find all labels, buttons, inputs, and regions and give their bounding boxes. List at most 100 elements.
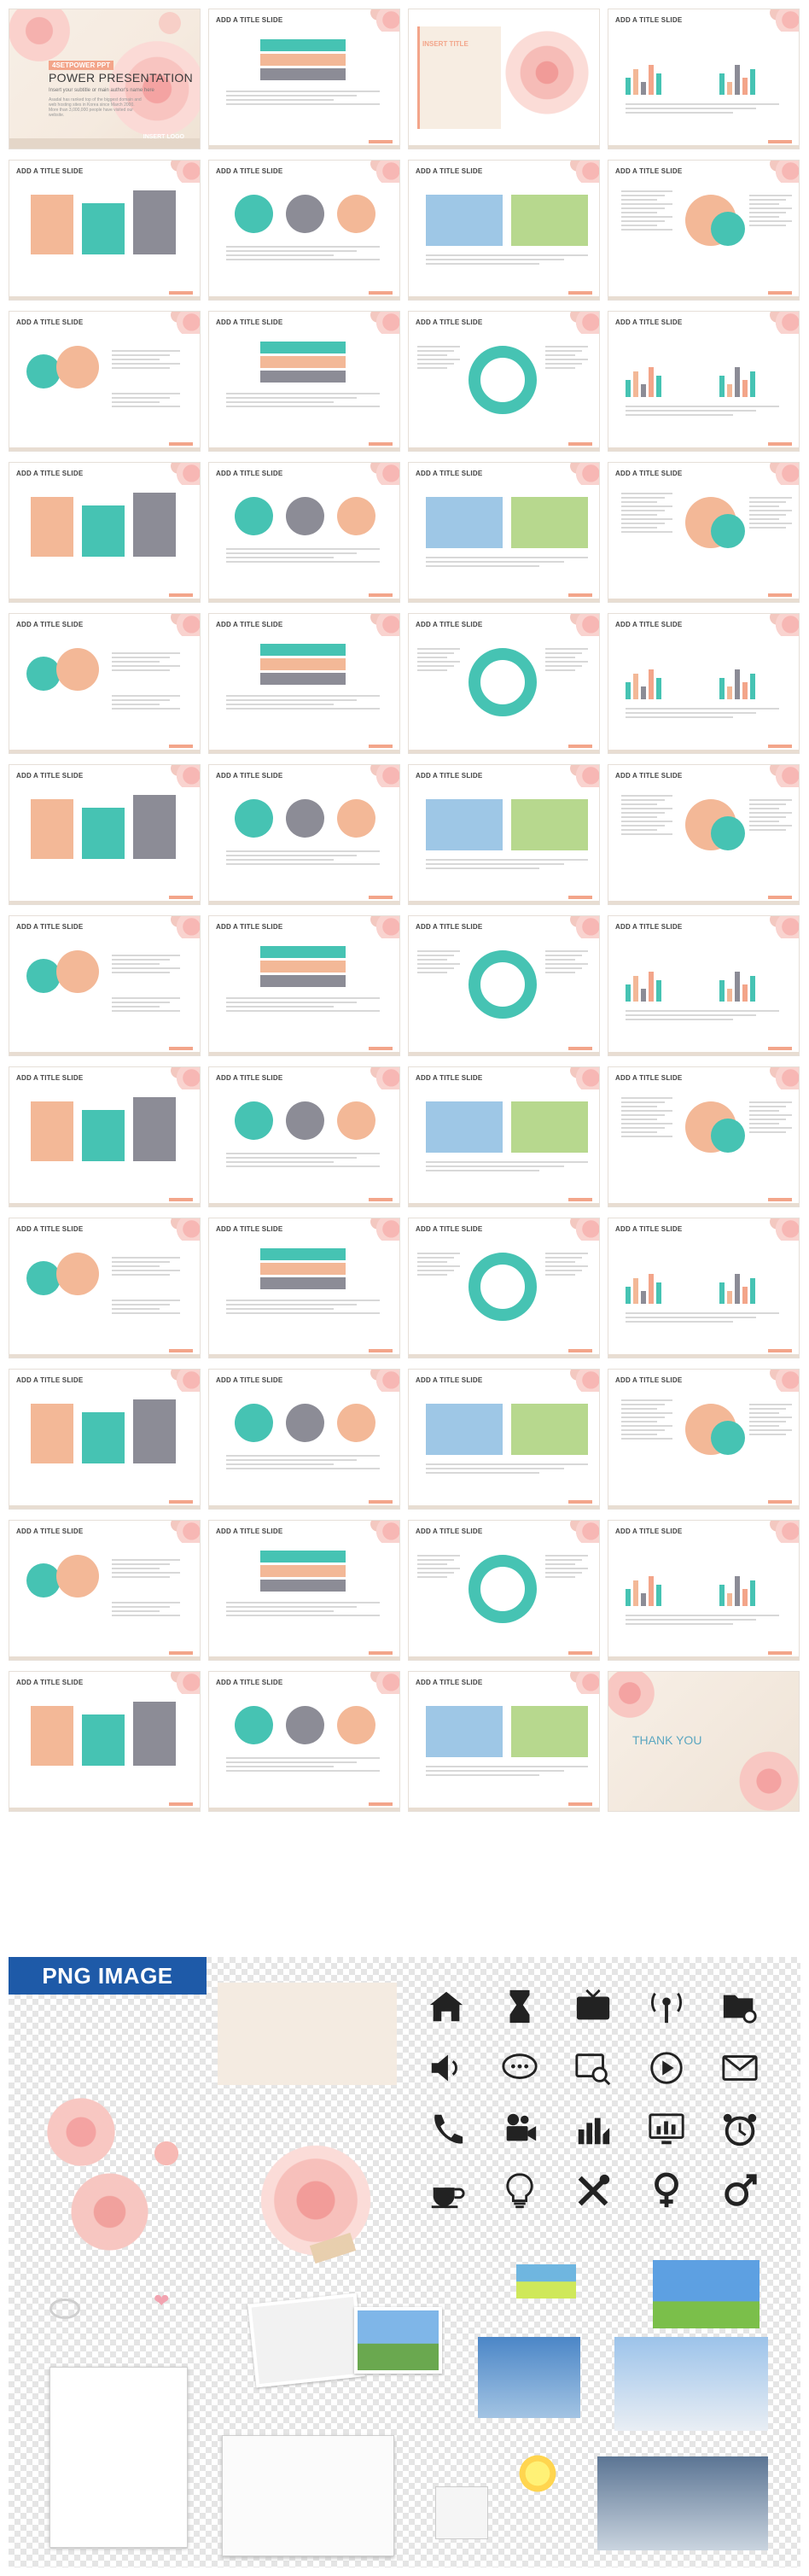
- thank-you-slide[interactable]: THANK YOU: [608, 1671, 800, 1812]
- content-slide[interactable]: ADD A TITLE SLIDE: [608, 915, 800, 1056]
- content-slide[interactable]: ADD A TITLE SLIDE: [208, 160, 400, 301]
- content-slide[interactable]: ADD A TITLE SLIDE: [208, 1218, 400, 1358]
- slide-title: ADD A TITLE SLIDE: [416, 167, 483, 175]
- photo-placeholder: [511, 1706, 588, 1757]
- text-placeholder: [545, 1555, 588, 1580]
- chart-bar: [727, 686, 732, 699]
- content-slide[interactable]: ADD A TITLE SLIDE: [608, 613, 800, 754]
- content-slide[interactable]: ADD A TITLE SLIDE: [208, 1066, 400, 1207]
- content-slide[interactable]: ADD A TITLE SLIDE: [9, 1369, 201, 1510]
- content-slide[interactable]: ADD A TITLE SLIDE: [408, 1218, 600, 1358]
- circle-graphic: [337, 1101, 375, 1140]
- slide-footer-tag: [768, 1047, 792, 1050]
- slide-footer-band: [209, 447, 399, 451]
- insert-title-slide[interactable]: INSERT TITLE: [408, 9, 600, 149]
- content-slide[interactable]: ADD A TITLE SLIDE: [408, 613, 600, 754]
- content-slide[interactable]: ADD A TITLE SLIDE: [408, 1066, 600, 1207]
- search-window-icon: [556, 2037, 630, 2099]
- content-slide[interactable]: ADD A TITLE SLIDE: [208, 1520, 400, 1661]
- slide-title: ADD A TITLE SLIDE: [615, 621, 683, 628]
- content-slide[interactable]: ADD A TITLE SLIDE: [9, 1520, 201, 1661]
- chart-bar: [735, 972, 740, 1002]
- content-slide[interactable]: ADD A TITLE SLIDE: [9, 311, 201, 452]
- content-slide[interactable]: ADD A TITLE SLIDE: [9, 1066, 201, 1207]
- icon-set: [410, 1976, 777, 2222]
- content-slide[interactable]: ADD A TITLE SLIDE: [608, 1369, 800, 1510]
- flower-decoration: [768, 463, 799, 485]
- graphic-shape: [82, 203, 125, 254]
- content-slide[interactable]: ADD A TITLE SLIDE: [9, 160, 201, 301]
- content-slide[interactable]: ADD A TITLE SLIDE: [208, 764, 400, 905]
- content-slide[interactable]: ADD A TITLE SLIDE: [9, 1671, 201, 1812]
- content-slide[interactable]: ADD A TITLE SLIDE: [9, 764, 201, 905]
- content-slide[interactable]: ADD A TITLE SLIDE: [608, 462, 800, 603]
- content-slide[interactable]: ADD A TITLE SLIDE: [408, 1671, 600, 1812]
- content-slide[interactable]: ADD A TITLE SLIDE: [208, 462, 400, 603]
- content-slide[interactable]: ADD A TITLE SLIDE: [408, 160, 600, 301]
- content-slide[interactable]: ADD A TITLE SLIDE: [9, 1218, 201, 1358]
- flower-decoration: [768, 1067, 799, 1089]
- slide-footer-tag: [369, 1802, 393, 1806]
- circle-graphic: [711, 1119, 745, 1153]
- content-slide[interactable]: ADD A TITLE SLIDE: [408, 462, 600, 603]
- text-placeholder: [112, 1602, 180, 1619]
- graphic-shape: [260, 1277, 346, 1289]
- graphic-shape: [260, 54, 346, 66]
- content-slide[interactable]: ADD A TITLE SLIDE: [208, 1369, 400, 1510]
- graphic-shape: [31, 1404, 73, 1463]
- flower-decoration: [369, 765, 399, 787]
- graphic-shape: [133, 1702, 176, 1766]
- content-slide[interactable]: ADD A TITLE SLIDE: [9, 613, 201, 754]
- text-placeholder: [426, 859, 588, 872]
- png-image-section: PNG IMAGE ❤: [9, 1957, 800, 2567]
- content-slide[interactable]: ADD A TITLE SLIDE: [408, 311, 600, 452]
- chart-bar: [633, 1278, 638, 1304]
- chart-bar: [633, 69, 638, 95]
- flower-decoration: [568, 161, 599, 183]
- slide-footer-band: [409, 145, 599, 149]
- content-slide[interactable]: ADD A TITLE SLIDE: [208, 613, 400, 754]
- content-slide[interactable]: ADD A TITLE SLIDE: [208, 1671, 400, 1812]
- circle-graphic: [56, 346, 99, 388]
- donut-chart: [469, 346, 537, 414]
- flower-decoration: [369, 614, 399, 636]
- content-slide[interactable]: ADD A TITLE SLIDE: [408, 1520, 600, 1661]
- content-slide[interactable]: ADD A TITLE SLIDE: [608, 1520, 800, 1661]
- content-slide[interactable]: ADD A TITLE SLIDE: [408, 915, 600, 1056]
- circle-graphic: [26, 657, 61, 691]
- text-placeholder: [112, 1559, 180, 1580]
- content-slide[interactable]: ADD A TITLE SLIDE: [608, 1218, 800, 1358]
- text-placeholder: [226, 997, 380, 1014]
- content-slide[interactable]: ADD A TITLE SLIDE: [208, 311, 400, 452]
- slide-title: ADD A TITLE SLIDE: [216, 16, 283, 24]
- chart-bar: [742, 78, 748, 95]
- content-slide[interactable]: ADD A TITLE SLIDE: [608, 1066, 800, 1207]
- content-slide[interactable]: ADD A TITLE SLIDE: [608, 311, 800, 452]
- slide-footer-tag: [369, 1349, 393, 1352]
- slide-footer-tag: [568, 1349, 592, 1352]
- slide-footer-band: [9, 1354, 200, 1358]
- cover-slide[interactable]: 4SETPOWER PPT POWER PRESENTATION Insert …: [9, 9, 201, 149]
- content-slide[interactable]: ADD A TITLE SLIDE: [408, 1369, 600, 1510]
- text-placeholder: [226, 1757, 380, 1774]
- content-slide[interactable]: ADD A TITLE SLIDE: [408, 764, 600, 905]
- content-slide[interactable]: ADD A TITLE SLIDE: [608, 160, 800, 301]
- chart-bar: [649, 1274, 654, 1304]
- slide-title: ADD A TITLE SLIDE: [615, 318, 683, 326]
- content-slide[interactable]: ADD A TITLE SLIDE: [608, 9, 800, 149]
- content-slide[interactable]: ADD A TITLE SLIDE: [9, 462, 201, 603]
- content-slide[interactable]: ADD A TITLE SLIDE: [208, 915, 400, 1056]
- slide-footer-band: [9, 447, 200, 451]
- flower-decoration: [369, 916, 399, 938]
- content-slide[interactable]: ADD A TITLE SLIDE: [608, 764, 800, 905]
- slide-footer-tag: [768, 291, 792, 295]
- photo-placeholder: [426, 799, 503, 850]
- graphic-shape: [260, 39, 346, 51]
- content-slide[interactable]: ADD A TITLE SLIDE: [208, 9, 400, 149]
- slide-footer-band: [9, 750, 200, 753]
- circle-graphic: [26, 959, 61, 993]
- content-slide[interactable]: ADD A TITLE SLIDE: [9, 915, 201, 1056]
- flower-decoration: [722, 1743, 799, 1811]
- chart-bar: [633, 674, 638, 699]
- slide-footer-tag: [568, 1047, 592, 1050]
